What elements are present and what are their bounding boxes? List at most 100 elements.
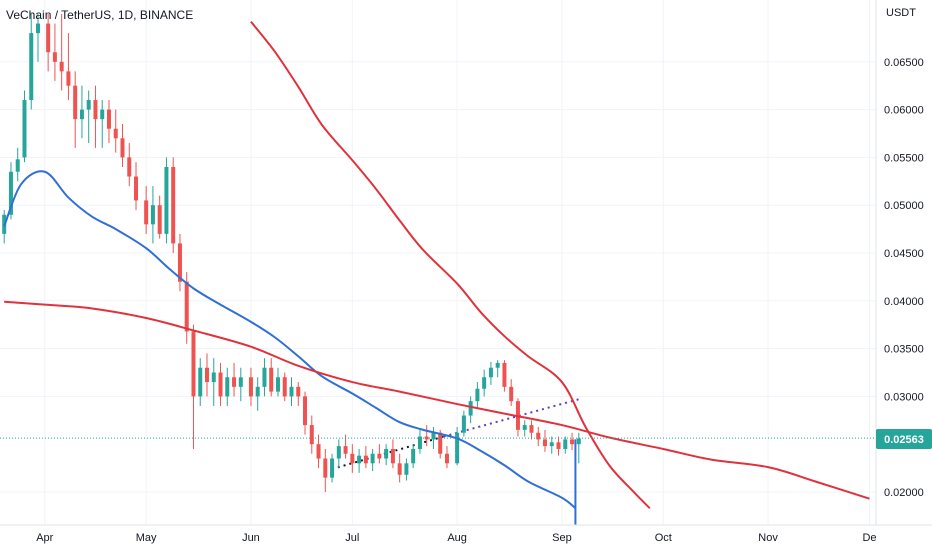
candle — [73, 71, 78, 148]
candle — [390, 439, 395, 469]
candle — [417, 429, 422, 454]
candle — [218, 362, 223, 406]
candle — [232, 362, 237, 397]
price-tick-label: 0.03500 — [884, 344, 924, 356]
candle — [377, 444, 382, 464]
candle — [309, 415, 314, 454]
candle — [8, 162, 13, 220]
candle — [323, 448, 328, 492]
price-tick-label: 0.04500 — [884, 248, 924, 260]
candle — [86, 90, 91, 144]
candle — [576, 432, 581, 464]
candle — [269, 358, 274, 397]
candle — [455, 426, 460, 466]
candle — [509, 379, 514, 406]
candle — [191, 324, 196, 449]
candle — [488, 361, 493, 385]
candle — [164, 157, 169, 244]
candle — [495, 360, 500, 378]
chart-title: VeChain / TetherUS, 1D, BINANCE — [6, 8, 193, 22]
candle — [384, 444, 389, 466]
candle — [205, 353, 209, 397]
candle — [303, 391, 308, 435]
price-tick-label: 0.05000 — [884, 200, 924, 212]
candle — [211, 358, 216, 406]
candle — [100, 100, 105, 148]
price-tick-label: 0.02000 — [884, 487, 924, 499]
candle — [79, 85, 84, 139]
candle — [570, 432, 575, 450]
candle — [134, 162, 139, 210]
time-tick-label: Jun — [242, 532, 260, 544]
candle — [411, 444, 416, 469]
candle — [370, 448, 375, 471]
candle — [120, 123, 125, 167]
candle — [59, 14, 64, 91]
time-tick-label: Oct — [655, 532, 672, 544]
candle — [536, 426, 541, 447]
price-tick-label: 0.04000 — [884, 296, 924, 308]
time-tick-label: Apr — [36, 532, 53, 544]
moving-averages — [3, 21, 870, 525]
time-tick-label: May — [136, 532, 157, 544]
candle — [543, 429, 547, 452]
last-price-value: 0.02563 — [884, 434, 924, 446]
candle — [150, 186, 155, 244]
candle — [549, 436, 554, 454]
candle — [93, 85, 98, 148]
time-tick-label: Aug — [447, 532, 467, 544]
candle — [330, 453, 335, 483]
candle — [529, 420, 534, 440]
time-axis[interactable]: Apr May Jun Jul Aug Sep Oct Nov De — [36, 532, 876, 544]
candle — [431, 426, 436, 449]
trendline-black — [331, 435, 444, 471]
time-tick-label: Jul — [345, 532, 359, 544]
candle — [255, 377, 260, 411]
candle — [52, 23, 57, 81]
price-tick-label: 0.06000 — [884, 105, 924, 117]
candle — [127, 143, 132, 187]
candle — [275, 367, 280, 397]
candle — [262, 358, 267, 397]
time-tick-label: Nov — [758, 532, 778, 544]
candle — [198, 358, 203, 406]
candle — [36, 14, 40, 62]
candle — [282, 372, 287, 402]
candle — [444, 446, 449, 469]
candle — [15, 147, 20, 182]
candle — [66, 33, 71, 101]
candle — [502, 360, 507, 392]
candle — [106, 100, 111, 144]
ma-line-red_slow — [4, 300, 870, 500]
time-tick-label: De — [862, 532, 876, 544]
candle — [29, 14, 34, 110]
candle — [22, 90, 27, 163]
ma-line-red_fast — [250, 21, 651, 509]
candle — [336, 439, 341, 469]
candle — [357, 448, 362, 473]
price-axis[interactable]: 0.06500 0.06000 0.05500 0.05000 0.04500 0.040… — [884, 57, 924, 499]
candle — [144, 186, 149, 234]
candle — [296, 382, 301, 406]
price-scale-bg — [876, 0, 932, 550]
candle — [461, 410, 466, 437]
candle — [475, 382, 480, 408]
candle — [238, 367, 243, 402]
price-tick-label: 0.06500 — [884, 57, 924, 69]
candle — [46, 14, 51, 72]
currency-label: USDT — [886, 7, 916, 19]
candle — [157, 195, 162, 239]
time-tick-label: Sep — [552, 532, 572, 544]
candle — [468, 396, 473, 424]
candle — [113, 109, 118, 153]
candle — [350, 444, 355, 473]
candle — [316, 434, 321, 469]
plot-area — [0, 14, 876, 525]
ma-line-blue_ma — [3, 170, 577, 510]
trendlines — [331, 398, 580, 471]
candle — [363, 446, 368, 469]
candle — [225, 367, 230, 406]
